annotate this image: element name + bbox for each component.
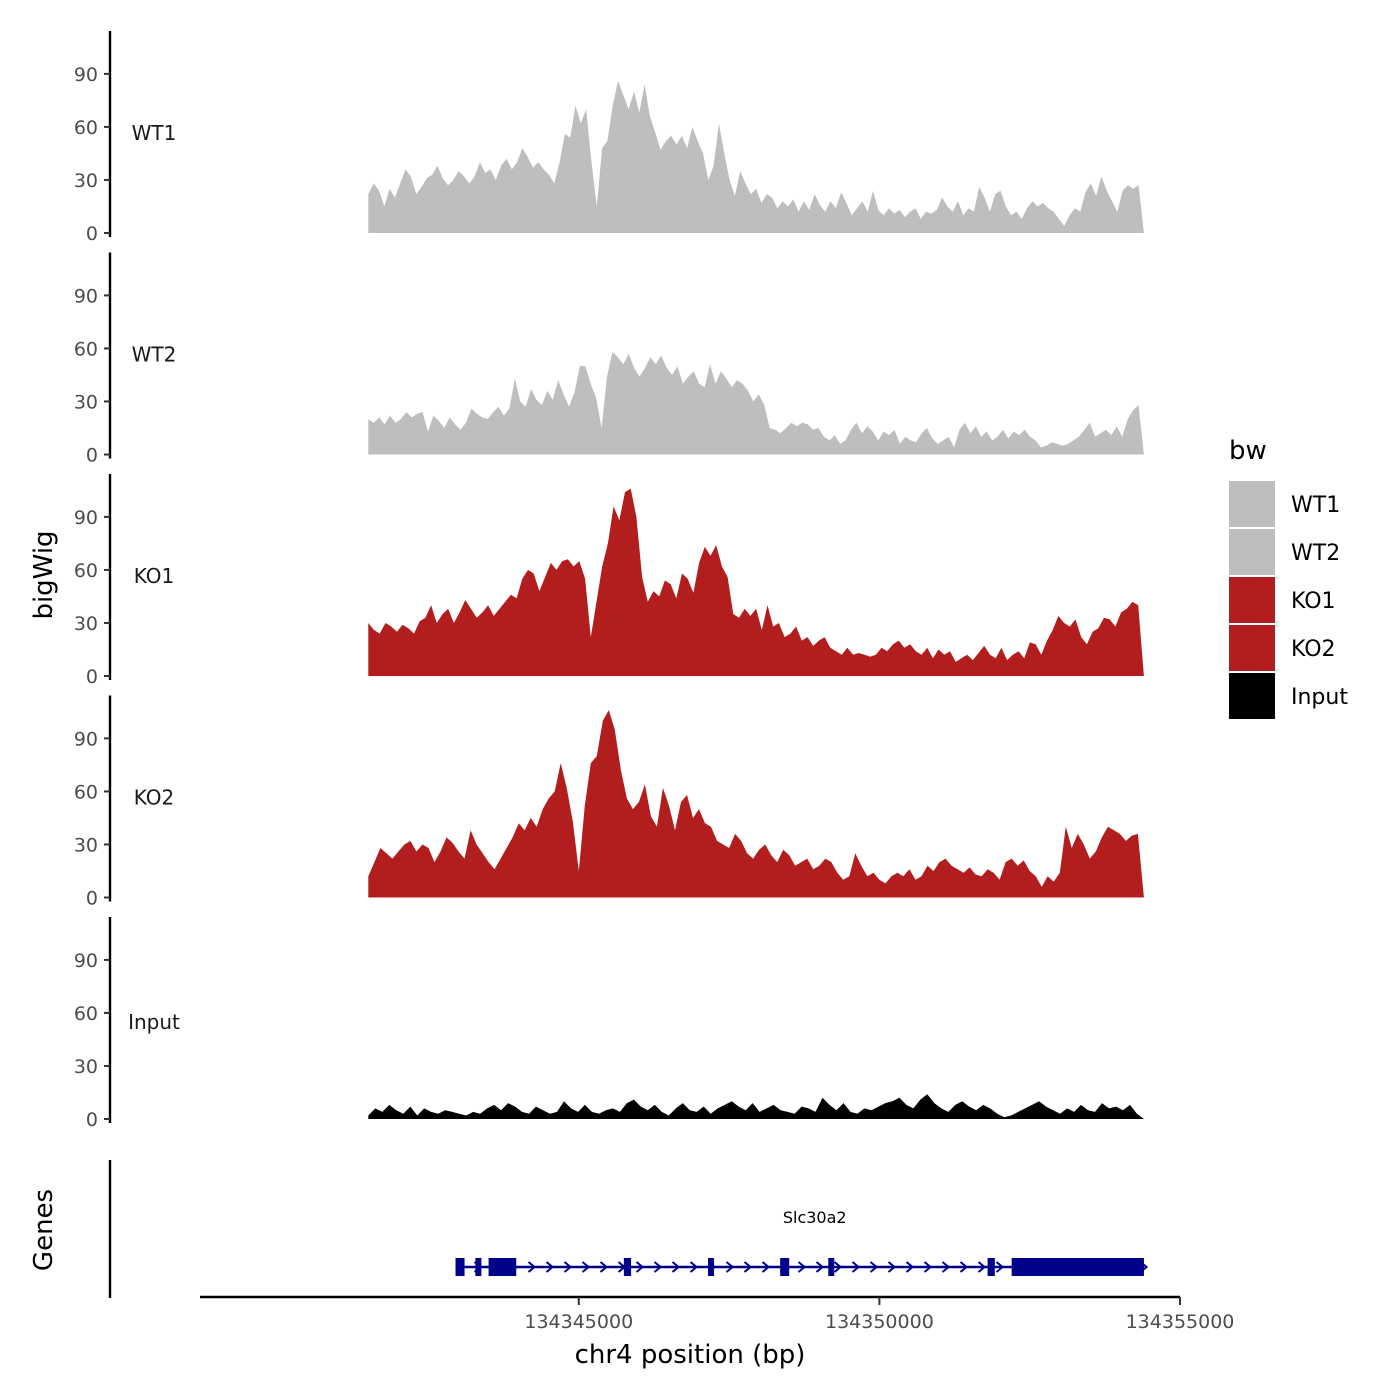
legend-label-input: Input [1291,685,1348,710]
strand-arrow-slc30a2 [959,1261,969,1273]
y-tick-label-wt1-60: 60 [74,117,98,139]
exon-slc30a2 [455,1258,465,1276]
strand-arrow-slc30a2 [563,1261,573,1273]
gene-name-slc30a2: Slc30a2 [783,1208,847,1227]
y-tick-label-input-90: 90 [74,950,98,972]
legend: bw WT1 WT2 KO1 KO2 Input [1229,436,1348,719]
exon-slc30a2 [780,1258,790,1276]
strand-arrow-slc30a2 [761,1261,771,1273]
legend-label-ko1: KO1 [1291,589,1336,614]
track-label-ko1: KO1 [134,564,175,588]
x-axis: chr4 position (bp) 134345000 134350000 134… [200,1295,1235,1370]
area-input [368,1094,1144,1119]
track-input: 0 30 60 90 Input [74,917,1144,1131]
y-tick-label-ko1-60: 60 [74,560,98,582]
exon-slc30a2 [1011,1258,1144,1276]
strand-arrow-slc30a2 [635,1261,645,1273]
strand-arrow-slc30a2 [995,1261,1005,1273]
genes-panel-title: Genes [29,1189,59,1271]
y-tick-label-ko2-60: 60 [74,781,98,803]
legend-key-ko2 [1229,625,1275,671]
y-tick-label-ko1-30: 30 [74,613,98,635]
area-wt2 [368,352,1144,455]
track-wt2: 0 30 60 90 WT2 [74,252,1144,467]
y-tick-label-input-60: 60 [74,1003,98,1025]
track-ko2: 0 30 60 90 KO2 [74,695,1144,910]
strand-arrow-slc30a2 [977,1261,987,1273]
track-label-wt1: WT1 [132,121,177,145]
track-ko1: 0 30 60 90 KO1 [74,474,1144,688]
y-axis-title: bigWig [29,530,59,619]
legend-key-wt1 [1229,481,1275,527]
strand-arrow-slc30a2 [581,1261,591,1273]
strand-arrow-slc30a2 [545,1261,555,1273]
y-tick-label-input-30: 30 [74,1056,98,1078]
track-wt1: 0 30 60 90 WT1 [74,31,1144,245]
strand-arrow-slc30a2 [869,1261,879,1273]
y-tick-label-ko1-90: 90 [74,507,98,529]
strand-arrow-slc30a2 [797,1261,807,1273]
y-tick-label-wt2-30: 30 [74,391,98,413]
strand-arrow-slc30a2 [833,1261,843,1273]
legend-label-wt2: WT2 [1291,541,1340,566]
track-label-ko2: KO2 [134,786,175,810]
y-tick-label-wt1-30: 30 [74,170,98,192]
signal-tracks: 0 30 60 90 WT1 0 30 60 90 WT2 0 30 60 90 KO1 0 30 60 90 KO2… [74,31,1144,1131]
x-axis-title: chr4 position (bp) [575,1340,806,1370]
strand-arrow-slc30a2 [725,1261,735,1273]
track-label-wt2: WT2 [132,343,177,367]
legend-key-ko1 [1229,577,1275,623]
genes-panel: Genes Slc30a2 [29,1160,1149,1298]
area-wt1 [368,81,1144,233]
y-tick-label-input-0: 0 [86,1109,98,1131]
exon-slc30a2 [708,1258,715,1276]
area-ko2 [368,710,1144,898]
area-ko1 [368,488,1144,676]
legend-label-ko2: KO2 [1291,637,1336,662]
legend-title: bw [1229,436,1267,466]
strand-arrow-slc30a2 [941,1261,951,1273]
track-label-input: Input [128,1010,180,1034]
strand-arrow-slc30a2 [851,1261,861,1273]
y-tick-label-ko2-0: 0 [86,888,98,910]
legend-label-wt1: WT1 [1291,493,1340,518]
y-tick-label-wt2-60: 60 [74,338,98,360]
exon-slc30a2 [623,1258,632,1276]
exon-slc30a2 [475,1258,482,1276]
y-tick-label-wt1-90: 90 [74,64,98,86]
strand-arrow-slc30a2 [905,1261,915,1273]
x-tick-label-134350000: 134350000 [825,1311,934,1333]
y-tick-label-ko2-90: 90 [74,728,98,750]
exon-slc30a2 [828,1258,835,1276]
y-tick-label-wt2-0: 0 [86,445,98,467]
strand-arrow-slc30a2 [653,1261,663,1273]
strand-arrow-slc30a2 [599,1261,609,1273]
y-tick-label-wt2-90: 90 [74,285,98,307]
strand-arrow-slc30a2 [671,1261,681,1273]
strand-arrow-slc30a2 [689,1261,699,1273]
strand-arrow-slc30a2 [887,1261,897,1273]
legend-key-wt2 [1229,529,1275,575]
strand-arrow-slc30a2 [923,1261,933,1273]
legend-key-input [1229,673,1275,719]
strand-arrow-slc30a2 [815,1261,825,1273]
y-tick-label-ko1-0: 0 [86,666,98,688]
x-tick-label-134355000: 134355000 [1126,1311,1235,1333]
y-tick-label-wt1-0: 0 [86,223,98,245]
exon-slc30a2 [488,1258,517,1276]
exon-slc30a2 [987,1258,995,1276]
strand-arrow-slc30a2 [527,1261,537,1273]
strand-arrow-slc30a2 [743,1261,753,1273]
y-tick-label-ko2-30: 30 [74,834,98,856]
x-tick-label-134345000: 134345000 [524,1311,633,1333]
